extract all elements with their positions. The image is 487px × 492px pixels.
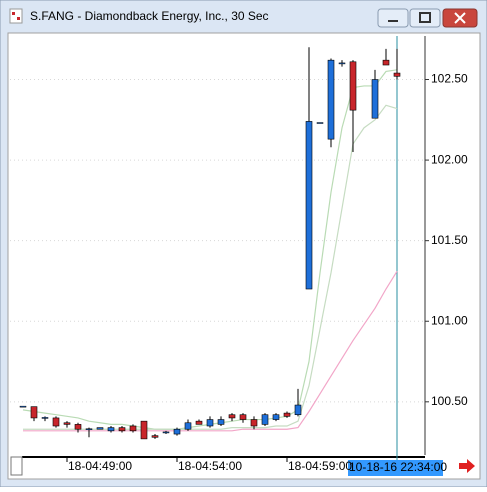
y-tick-label: 100.50 xyxy=(431,394,468,408)
candle-body xyxy=(305,121,313,290)
candle-body xyxy=(393,72,401,77)
candle-body xyxy=(74,424,82,430)
candle-body xyxy=(217,419,225,425)
y-tick-label: 102.50 xyxy=(431,72,468,86)
candle-body xyxy=(140,420,148,440)
candle-body xyxy=(349,61,357,111)
x-tick-label: 18-04:59:00 xyxy=(288,459,352,473)
x-tick-label: 18-04:49:00 xyxy=(68,459,132,473)
candle-body xyxy=(228,414,236,419)
candle-body xyxy=(294,404,302,416)
moving-average-line xyxy=(23,270,398,432)
app-icon xyxy=(9,8,23,24)
candle-body xyxy=(338,62,346,65)
candle-body xyxy=(107,427,115,432)
candle-body xyxy=(272,414,280,420)
candle-body xyxy=(239,414,247,420)
candle-body xyxy=(30,406,38,419)
candle-body xyxy=(316,122,324,124)
candle-body xyxy=(41,417,49,419)
minimize-button[interactable] xyxy=(377,8,409,28)
candle-body xyxy=(261,414,269,425)
candle-body xyxy=(173,428,181,435)
app-icon-dot xyxy=(12,12,15,15)
chart-area xyxy=(7,32,481,480)
x-tick-label: 18-04:54:00 xyxy=(178,459,242,473)
maximize-icon xyxy=(419,12,431,23)
moving-average-line xyxy=(23,104,398,430)
candle-body xyxy=(151,435,159,438)
candle-body xyxy=(63,422,71,425)
window-title: S.FANG - Diamondback Energy, Inc., 30 Se… xyxy=(30,9,269,23)
candle-body xyxy=(195,420,203,425)
plot: 100.50 101.00 101.50 102.00 102.50 18-04:49:0… xyxy=(10,47,468,473)
y-tick-label: 101.50 xyxy=(431,233,468,247)
y-tick-label: 101.00 xyxy=(431,313,468,327)
candle-body xyxy=(52,417,60,427)
maximize-button[interactable] xyxy=(409,8,441,28)
candle-body xyxy=(162,431,170,434)
close-icon xyxy=(454,12,466,24)
candle-body xyxy=(85,428,93,430)
candle-body xyxy=(283,412,291,417)
y-tick-label: 102.00 xyxy=(431,152,468,166)
crosshair-label: 10-18-16 22:34:00 xyxy=(349,460,447,474)
candle-body xyxy=(96,427,104,430)
candle-body xyxy=(250,419,258,427)
scroll-right-arrow[interactable] xyxy=(459,459,475,473)
candle-body xyxy=(206,419,214,427)
candle-body xyxy=(382,59,390,66)
candle-body xyxy=(184,422,192,430)
candle-body xyxy=(327,59,335,140)
candle-body xyxy=(19,405,27,408)
candle-body xyxy=(371,79,379,119)
scroll-box[interactable] xyxy=(10,456,23,476)
app-icon-dot xyxy=(17,17,20,20)
candle-body xyxy=(129,425,137,432)
crosshair-box xyxy=(348,460,443,476)
candle-body xyxy=(118,427,126,432)
